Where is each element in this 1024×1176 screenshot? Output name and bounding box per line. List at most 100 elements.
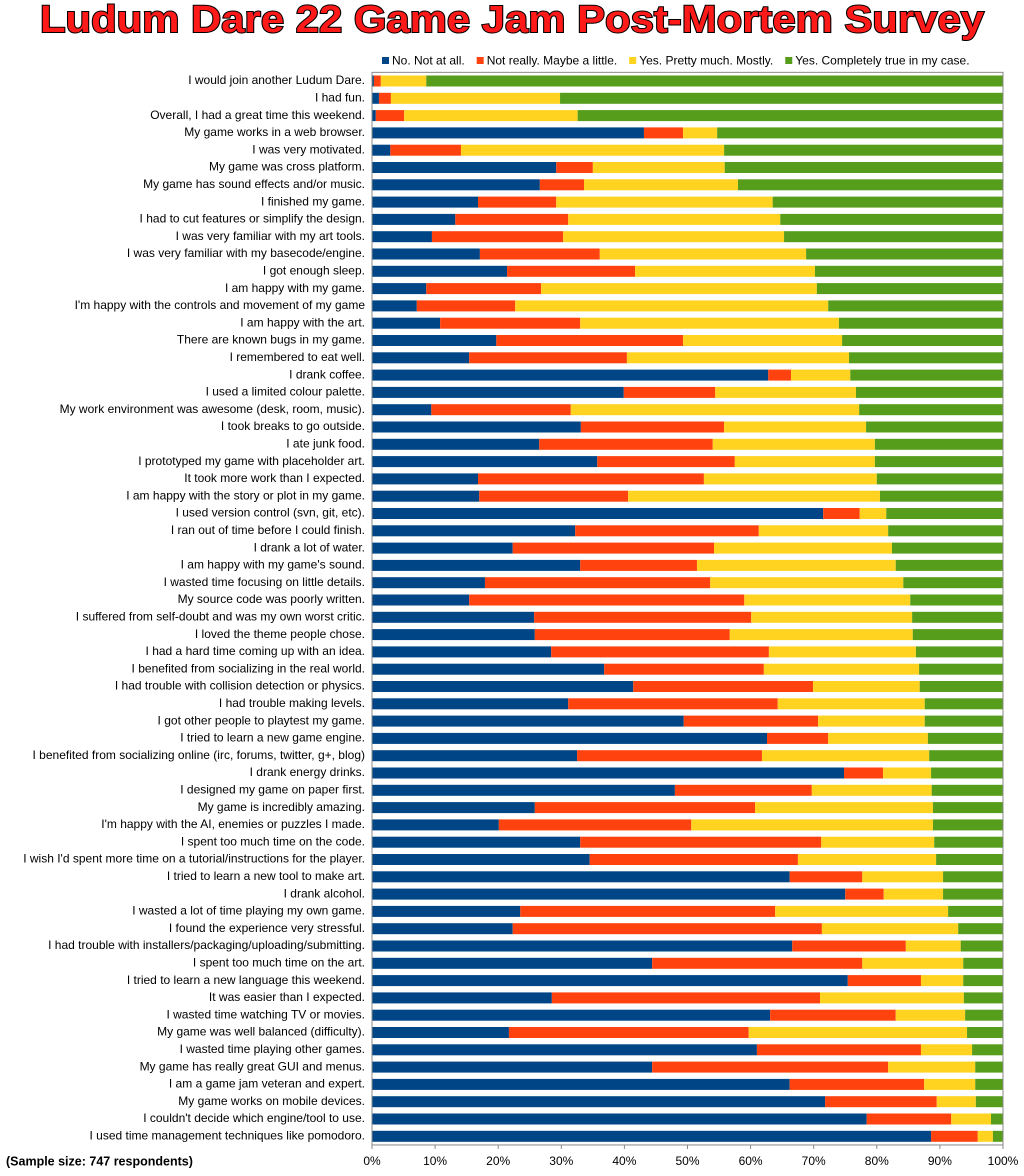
bar-segment: [390, 144, 461, 156]
bar-segment: [372, 1130, 932, 1142]
bar-segment: [927, 732, 1003, 744]
bar-segment: [936, 854, 1003, 865]
bar-segment: [744, 594, 911, 606]
bar-segment: [478, 196, 557, 208]
bar-segment: [589, 854, 798, 865]
bar-segment: [717, 127, 1003, 139]
bar-segment: [556, 162, 593, 173]
bar-segment: [920, 1044, 973, 1056]
bar-segment: [372, 317, 441, 329]
bar-segment: [372, 594, 470, 606]
bar-segment: [551, 646, 769, 658]
bar-segment: [770, 1009, 896, 1021]
bar-segment: [372, 559, 581, 571]
bar-segment: [761, 750, 930, 762]
y-tick-label: My game was well balanced (difficulty).: [157, 1025, 365, 1039]
bar-segment: [372, 248, 480, 260]
bar-segment: [813, 681, 920, 692]
bar-segment: [855, 386, 1003, 398]
bar-segment: [828, 300, 1003, 312]
bar-segment: [460, 144, 725, 156]
bar-segment: [883, 888, 944, 900]
bar-segment: [965, 1009, 1003, 1021]
bar-segment: [972, 1044, 1003, 1056]
y-tick-label: I finished my game.: [261, 194, 365, 208]
bar-segment: [891, 542, 1003, 554]
y-tick-label: It took more work than I expected.: [184, 471, 365, 485]
x-tick-label: 10%: [423, 1154, 447, 1168]
bar-segment: [768, 646, 916, 658]
bar-segment: [372, 957, 653, 969]
bar-segment: [372, 784, 675, 796]
bar-segment: [635, 265, 815, 277]
bar-segment: [539, 438, 713, 450]
bar-segment: [372, 525, 576, 537]
bar-segment: [792, 940, 906, 952]
bar-segment: [992, 1130, 1003, 1142]
y-tick-label: I spent too much time on the art.: [193, 955, 365, 969]
bar-segment: [683, 127, 718, 139]
bar-segment: [372, 490, 480, 502]
bar-segment: [512, 542, 715, 554]
bar-segment: [816, 283, 1003, 295]
bar-segment: [905, 940, 961, 952]
y-tick-label: I used version control (svn, git, etc).: [176, 506, 365, 520]
bar-segment: [772, 196, 1003, 208]
bar-segment: [948, 905, 1003, 917]
bar-segment: [683, 335, 843, 346]
y-tick-label: I drank a lot of water.: [254, 540, 365, 554]
bar-segment: [372, 1096, 826, 1108]
y-tick-label: I am a game jam veteran and expert.: [169, 1077, 365, 1091]
bar-segment: [862, 957, 964, 969]
bar-segment: [372, 646, 552, 658]
bar-segment: [539, 179, 585, 191]
bar-segment: [652, 957, 863, 969]
bar-segment: [534, 802, 756, 814]
bar-segment: [931, 1130, 978, 1142]
bar-segment: [850, 369, 1003, 381]
y-tick-label: I had to cut features or simplify the de…: [140, 212, 365, 226]
bar-segment: [734, 456, 875, 468]
y-tick-label: I tried to learn a new language this wee…: [127, 973, 365, 987]
y-tick-label: I wasted time playing other games.: [180, 1042, 365, 1056]
legend-swatch: [382, 57, 389, 64]
bar-segment: [919, 681, 1003, 692]
y-tick-label: I suffered from self-doubt and was my ow…: [76, 609, 365, 623]
bar-segment: [789, 871, 863, 883]
bar-segment: [372, 1113, 867, 1125]
y-tick-label: I tried to learn a new tool to make art.: [167, 869, 365, 883]
y-tick-label: I used a limited colour palette.: [206, 385, 365, 399]
bar-segment: [372, 819, 499, 831]
y-tick-label: I used time management techniques like p…: [90, 1128, 366, 1142]
bar-segment: [375, 110, 405, 122]
bar-segment: [431, 404, 571, 416]
bar-segment: [643, 127, 684, 139]
y-tick-label: I remembered to eat well.: [230, 350, 365, 364]
bar-segment: [977, 1130, 993, 1142]
bar-segment: [496, 335, 684, 346]
bar-segment: [372, 888, 846, 900]
bar-segment: [714, 542, 892, 554]
y-tick-label: My game has really great GUI and menus.: [140, 1059, 365, 1073]
bar-segment: [520, 905, 776, 917]
bar-segment: [991, 1113, 1003, 1125]
bar-segment: [390, 92, 561, 104]
bar-segment: [372, 1078, 790, 1090]
bar-segment: [568, 213, 781, 225]
bar-segment: [975, 1096, 1003, 1108]
bar-segment: [847, 975, 921, 987]
bar-segment: [633, 681, 814, 692]
bar-segment: [599, 248, 807, 260]
bar-segment: [580, 317, 839, 329]
x-tick-label: 0%: [363, 1154, 381, 1168]
bar-segment: [372, 144, 391, 156]
bar-segment: [874, 438, 1003, 450]
bar-segment: [912, 629, 1003, 641]
bar-segment: [592, 162, 725, 173]
y-tick-label: My game works on mobile devices.: [178, 1094, 365, 1108]
bar-segment: [967, 1027, 1003, 1038]
y-tick-label: I drank coffee.: [289, 367, 365, 381]
bar-segment: [372, 905, 521, 917]
bar-segment: [691, 819, 933, 831]
x-tick-label: 100%: [988, 1154, 1019, 1168]
